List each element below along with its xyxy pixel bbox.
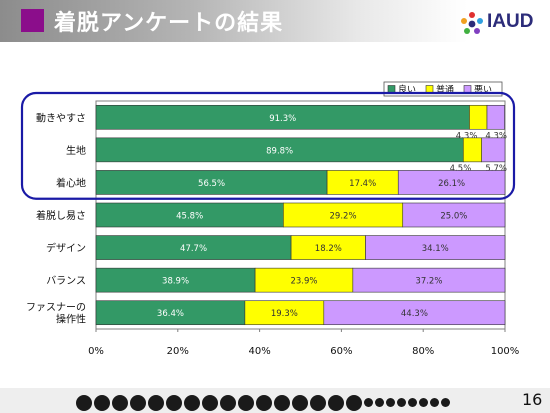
data-label: 4.3% [456,131,478,141]
bar-segment [290,235,366,260]
x-tick-label: 20% [167,346,189,357]
progress-dot [256,394,272,411]
data-label: 37.2% [415,277,442,287]
bar-segment [95,300,246,326]
progress-dot [408,398,417,407]
data-label: 38.9% [162,277,189,287]
data-label: 29.2% [330,212,357,222]
bar-segment [352,267,506,293]
bar-segment [95,235,292,260]
data-label: 4.3% [485,131,507,141]
data-label: 56.5% [198,179,225,189]
bar-segment [95,170,328,195]
data-label: 18.2% [315,244,342,254]
category-label: デザイン [46,242,86,255]
category-label: 操作性 [56,313,86,326]
progress-dot [430,398,439,407]
legend-swatch [463,85,472,93]
bar-segment [323,300,506,326]
category-label: 動きやすさ [36,111,86,124]
bar-segment [254,267,354,293]
data-label: 47.7% [180,244,207,254]
progress-dot [112,394,128,411]
bar-segment [486,104,505,130]
progress-dot [184,394,200,411]
legend-swatch [425,85,434,93]
bar-segment [397,170,506,195]
data-label: 34.1% [422,244,449,254]
bar-segment [95,104,470,130]
progress-dot [292,394,308,411]
progress-dot [238,394,254,411]
data-label: 4.5% [450,164,472,174]
progress-dot [419,398,428,407]
bar-segment [481,137,506,163]
category-label: 着脱し易さ [36,209,86,222]
bar-segment [326,170,399,195]
legend-label: 悪い [474,85,492,96]
data-label: 19.3% [271,309,298,319]
data-label: 36.4% [157,309,184,319]
progress-dots [76,392,452,411]
progress-dot [346,394,362,411]
progress-dot [148,394,164,411]
x-tick-label: 60% [330,346,352,357]
progress-dot [375,398,384,407]
iaud-logo: IAUD [460,9,545,37]
progress-dot [386,398,395,407]
logo-text: IAUD [487,11,534,32]
bar-segment [95,267,256,293]
progress-dot [76,394,92,411]
highlight-frame [20,91,516,200]
page-title: 着脱アンケートの結果 [54,11,284,36]
category-label: バランス [46,275,86,287]
title-bar: 着脱アンケートの結果 [0,0,550,42]
data-label: 26.1% [438,179,465,189]
data-label: 5.7% [485,164,507,174]
bar-segment [95,202,284,228]
page-number: 16 [522,390,543,409]
progress-dot [274,394,290,411]
progress-dot [328,394,344,411]
bar-segment [469,104,488,130]
legend-swatch [387,85,396,93]
x-tick-label: 40% [248,346,270,357]
data-label: 44.3% [401,309,428,319]
bar-segment [462,137,482,163]
progress-dot [166,394,182,411]
title-square-icon [21,9,44,32]
bar-segment [283,202,404,228]
category-label: 生地 [66,144,86,157]
iaud-logo-icon [461,12,483,34]
progress-dot [220,394,236,411]
data-label: 23.9% [290,277,317,287]
progress-dot [202,394,218,411]
x-tick-label: 100% [491,346,520,357]
progress-dot [397,398,406,407]
category-label: 着心地 [56,176,86,189]
bar-segment [402,202,506,228]
x-tick-label: 0% [88,346,104,357]
x-tick-label: 80% [412,346,434,357]
data-label: 17.4% [349,179,376,189]
bar-segment [365,235,506,260]
data-label: 89.8% [266,146,293,156]
data-label: 45.8% [176,212,203,222]
progress-dot [310,394,326,411]
progress-dot [130,394,146,411]
data-label: 91.3% [269,114,296,124]
category-label: ファスナーの [26,302,86,314]
progress-dot [441,398,450,407]
progress-dot [94,394,110,411]
progress-dot [364,398,373,407]
data-label: 25.0% [440,212,467,222]
bar-segment [95,137,464,163]
